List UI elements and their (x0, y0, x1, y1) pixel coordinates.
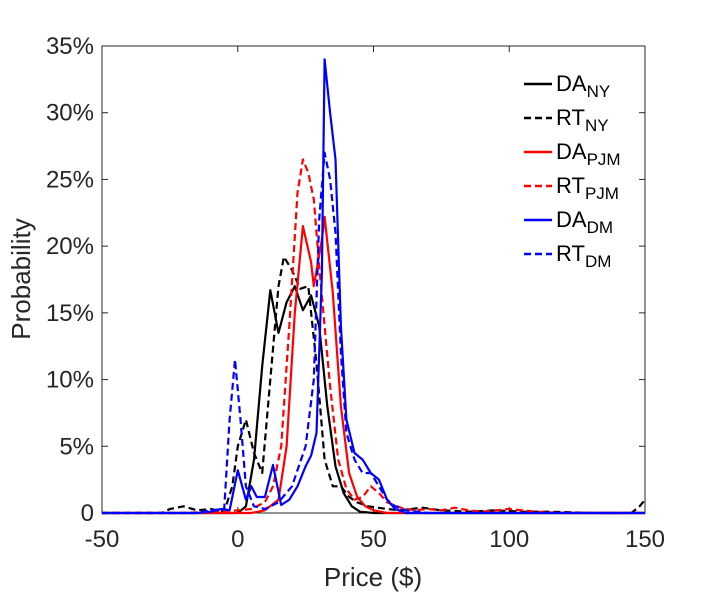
x-tick-label: 50 (360, 526, 387, 553)
legend-label-subscript: PJM (585, 184, 619, 203)
y-tick-label: 10% (46, 367, 94, 394)
legend-label-main: RT (556, 173, 585, 198)
legend-label-subscript: DM (587, 218, 613, 237)
y-axis-label: Probability (6, 218, 36, 339)
legend-label: DAPJM (556, 139, 621, 169)
x-tick-label: 100 (489, 526, 529, 553)
y-tick-label: 30% (46, 100, 94, 127)
legend-label-main: DA (556, 71, 587, 96)
y-tick-label: 20% (46, 233, 94, 260)
legend-label: RTNY (556, 105, 609, 135)
y-tick-label: 5% (59, 433, 94, 460)
series-lines (102, 58, 646, 515)
x-axis-label: Price ($) (324, 562, 422, 592)
plot-area (101, 45, 646, 514)
legend-label: RTDM (556, 241, 611, 271)
y-tick-label: 0 (81, 500, 94, 527)
y-axis-ticks: 0 5% 10% 15% 20% 25% 30% 35% (46, 33, 645, 527)
legend-label-main: DA (556, 207, 587, 232)
legend-label-main: DA (556, 139, 587, 164)
y-tick-label: 25% (46, 166, 94, 193)
series-line-rt-dm (102, 151, 645, 515)
x-tick-label: 0 (231, 526, 244, 553)
legend-label: DANY (556, 71, 610, 101)
legend-label-subscript: NY (585, 116, 609, 135)
legend-label-main: RT (556, 241, 585, 266)
y-tick-label: 35% (46, 33, 94, 60)
legend-label-subscript: PJM (587, 150, 621, 169)
legend-label-main: RT (556, 105, 585, 130)
legend-label-subscript: DM (585, 252, 611, 271)
x-axis-ticks: -50 0 50 100 150 (85, 46, 665, 553)
y-tick-label: 15% (46, 300, 94, 327)
legend-label-subscript: NY (587, 82, 611, 101)
x-tick-label: 150 (625, 526, 665, 553)
legend-label: RTPJM (556, 173, 619, 203)
series-line-rt-pjm (102, 158, 645, 515)
x-tick-label: -50 (85, 526, 120, 553)
legend-label: DADM (556, 207, 613, 237)
